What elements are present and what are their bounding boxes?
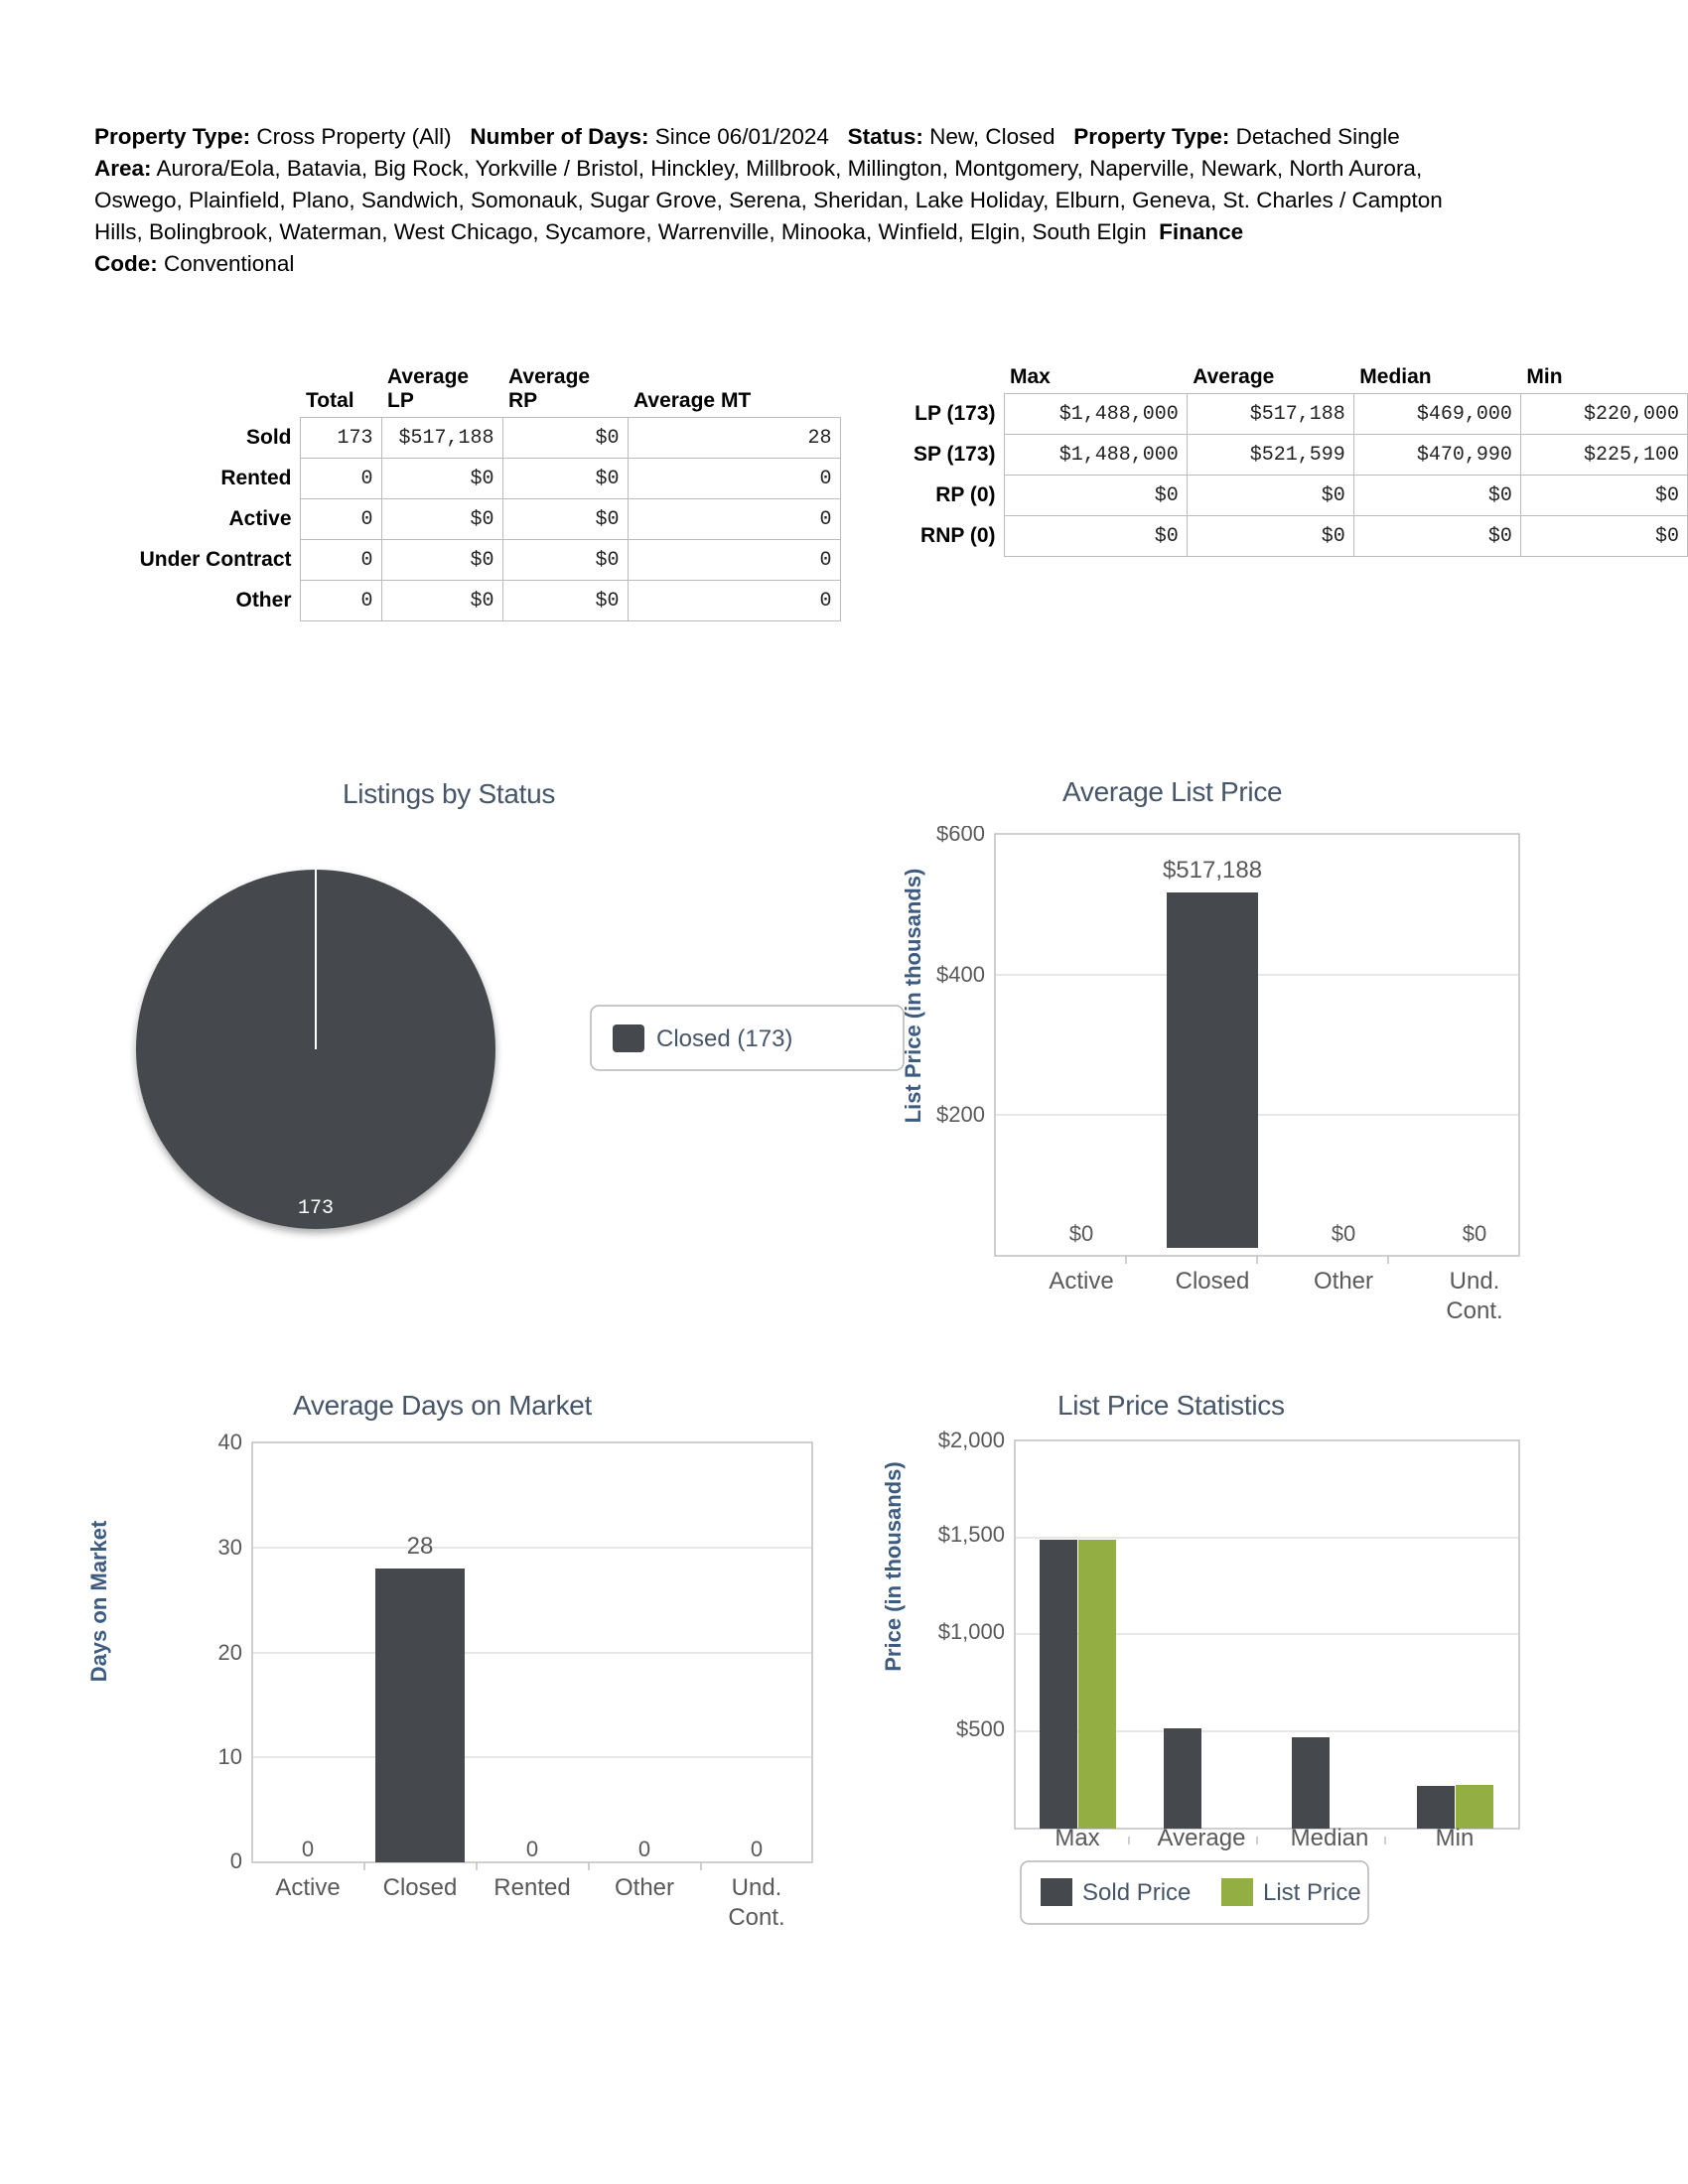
svg-text:$517,188: $517,188 [1163,857,1262,884]
svg-text:List Price: List Price [1263,1879,1361,1906]
svg-text:Und.: Und. [1450,1268,1500,1295]
svg-text:Active: Active [275,1874,340,1901]
svg-text:$0: $0 [1069,1221,1093,1246]
svg-text:$500: $500 [956,1716,1005,1741]
svg-text:Closed: Closed [383,1874,458,1901]
svg-text:0: 0 [638,1837,650,1861]
svg-text:28: 28 [407,1533,434,1560]
svg-text:Cont.: Cont. [1446,1297,1502,1324]
svg-text:0: 0 [751,1837,763,1861]
svg-text:Closed (173): Closed (173) [656,1025,792,1052]
svg-text:$600: $600 [936,826,985,846]
svg-text:Rented: Rented [493,1874,570,1901]
svg-text:$200: $200 [936,1102,985,1127]
svg-text:0: 0 [526,1837,538,1861]
svg-text:10: 10 [218,1744,242,1769]
svg-text:173: 173 [298,1197,334,1220]
svg-text:Average: Average [1158,1825,1246,1851]
svg-text:30: 30 [218,1535,242,1560]
svg-text:Und.: Und. [732,1874,782,1901]
svg-text:0: 0 [230,1848,242,1873]
svg-text:40: 40 [218,1432,242,1454]
svg-text:$1,000: $1,000 [938,1619,1005,1644]
svg-text:$400: $400 [936,962,985,987]
svg-text:Median: Median [1291,1825,1369,1851]
svg-text:Sold Price: Sold Price [1082,1879,1191,1906]
svg-text:$1,500: $1,500 [938,1522,1005,1547]
svg-text:0: 0 [302,1837,314,1861]
svg-text:Active: Active [1049,1268,1113,1295]
svg-text:Other: Other [615,1874,674,1901]
svg-text:Closed: Closed [1176,1268,1250,1295]
svg-text:Cont.: Cont. [728,1904,784,1928]
svg-text:$0: $0 [1463,1221,1486,1246]
svg-text:$0: $0 [1332,1221,1355,1246]
svg-text:Min: Min [1436,1825,1475,1851]
svg-text:Other: Other [1314,1268,1373,1295]
svg-text:Max: Max [1055,1825,1099,1851]
svg-text:20: 20 [218,1640,242,1665]
svg-text:$2,000: $2,000 [938,1428,1005,1452]
